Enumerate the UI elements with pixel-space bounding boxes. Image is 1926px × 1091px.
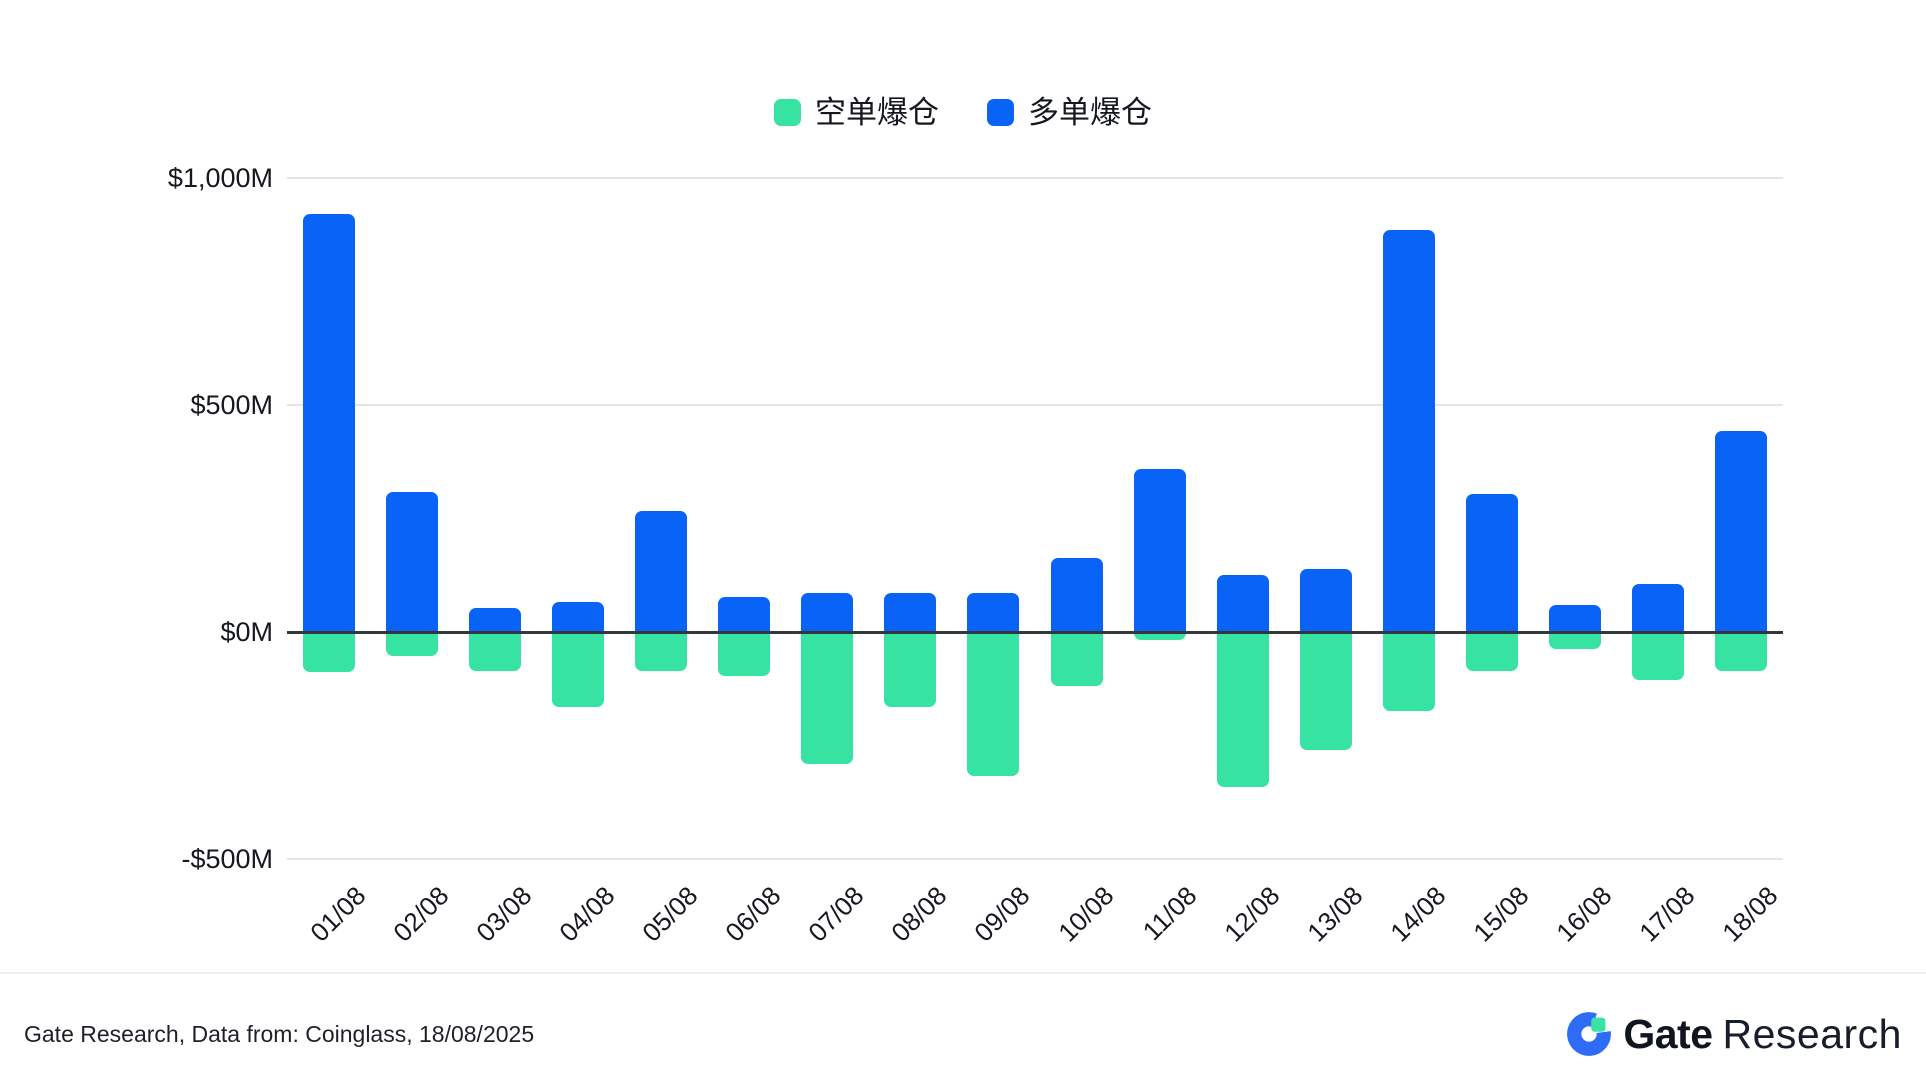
bar-short-17-08 bbox=[1632, 632, 1685, 680]
legend-label-long: 多单爆仓 bbox=[1028, 95, 1152, 130]
source-attribution: Gate Research, Data from: Coinglass, 18/… bbox=[24, 1020, 535, 1047]
bar-long-03-08 bbox=[468, 608, 521, 632]
footer-divider bbox=[0, 972, 1926, 974]
bar-long-05-08 bbox=[635, 510, 687, 632]
bar-long-11-08 bbox=[1133, 469, 1186, 632]
bar-short-09-08 bbox=[967, 632, 1020, 776]
bar-long-07-08 bbox=[801, 592, 854, 632]
gridline-1000M bbox=[287, 177, 1783, 179]
bar-long-02-08 bbox=[385, 491, 438, 632]
gridline-500M bbox=[287, 404, 1783, 406]
bar-long-15-08 bbox=[1466, 494, 1519, 632]
legend-item-long-liquidations[interactable]: 多单爆仓 bbox=[987, 97, 1152, 128]
footer: Gate Research, Data from: Coinglass, 18/… bbox=[24, 992, 1902, 1076]
gridline--500M bbox=[287, 858, 1783, 860]
bar-long-16-08 bbox=[1549, 605, 1602, 632]
bar-short-12-08 bbox=[1216, 632, 1269, 788]
legend-swatch-short-icon bbox=[774, 99, 801, 126]
y-tick-0M: $0M bbox=[220, 617, 273, 647]
bar-short-08-08 bbox=[884, 632, 937, 707]
zero-axis-line bbox=[287, 630, 1783, 634]
bar-long-13-08 bbox=[1299, 568, 1352, 632]
gate-research-logo: Gate Research bbox=[1566, 1011, 1902, 1058]
bar-short-10-08 bbox=[1050, 632, 1103, 686]
y-tick-500M: $500M bbox=[190, 390, 273, 420]
bar-long-08-08 bbox=[884, 592, 937, 632]
y-tick-1000M: $1,000M bbox=[167, 163, 273, 193]
bar-short-06-08 bbox=[718, 632, 771, 677]
bar-short-02-08 bbox=[385, 632, 438, 656]
bar-short-04-08 bbox=[551, 632, 604, 707]
bar-short-03-08 bbox=[468, 632, 521, 671]
gate-logo-icon bbox=[1567, 1012, 1612, 1056]
legend-item-short-liquidations[interactable]: 空单爆仓 bbox=[774, 97, 939, 128]
bar-long-10-08 bbox=[1050, 557, 1103, 632]
bar-long-17-08 bbox=[1632, 583, 1685, 632]
bar-short-11-08 bbox=[1133, 632, 1186, 641]
bar-short-15-08 bbox=[1466, 632, 1519, 672]
bar-short-18-08 bbox=[1715, 632, 1768, 671]
bar-long-12-08 bbox=[1216, 574, 1269, 632]
brand-name-light: Research bbox=[1722, 1010, 1902, 1057]
y-tick--500M: -$500M bbox=[181, 844, 273, 874]
bar-long-09-08 bbox=[967, 592, 1020, 632]
chart-legend: 空单爆仓 多单爆仓 bbox=[0, 97, 1926, 128]
bar-long-18-08 bbox=[1715, 431, 1768, 632]
bar-short-05-08 bbox=[635, 632, 687, 672]
bar-short-14-08 bbox=[1383, 632, 1435, 711]
bar-short-16-08 bbox=[1549, 632, 1602, 649]
brand-name-bold: Gate bbox=[1623, 1010, 1713, 1057]
bar-short-01-08 bbox=[302, 632, 355, 673]
bar-long-04-08 bbox=[551, 602, 604, 632]
bar-short-13-08 bbox=[1299, 632, 1352, 751]
bar-short-07-08 bbox=[801, 632, 854, 764]
legend-label-short: 空单爆仓 bbox=[815, 95, 939, 130]
bar-long-14-08 bbox=[1383, 230, 1435, 632]
bar-long-06-08 bbox=[718, 597, 771, 632]
legend-swatch-long-icon bbox=[987, 99, 1014, 126]
bar-long-01-08 bbox=[302, 214, 355, 632]
